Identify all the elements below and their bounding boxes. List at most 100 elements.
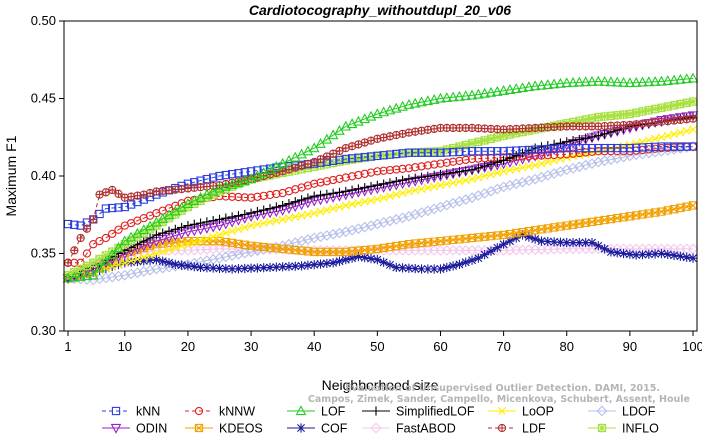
point-lof [428,93,440,104]
point-cof [322,258,332,269]
point-knnw [360,169,369,178]
point-cof [315,259,326,269]
point-ldof [548,168,560,179]
point-loop [196,236,205,245]
point-knnw [108,229,117,239]
point-knn [518,146,527,155]
point-cof [656,248,667,259]
point-cof [265,262,275,273]
legend-label: kNNW [219,405,255,419]
point-loop [556,154,565,163]
point-loop [512,164,521,173]
point-ldof [346,224,358,236]
point-loop [663,131,672,140]
point-cof [517,230,528,240]
point-inflo [480,135,490,145]
series-ldf [63,114,698,267]
legend-marker [497,423,507,433]
x-tick-label: 100 [682,339,702,354]
point-knnw [379,166,388,175]
point-loop [430,182,439,191]
point-cof [581,238,591,248]
point-simplifiedlof [391,176,401,187]
point-simplifiedlof [385,178,395,188]
point-lof [100,255,112,266]
point-cof [170,259,180,269]
point-simplifiedlof [259,205,269,215]
point-inflo [505,129,515,140]
point-simplifiedlof [480,161,490,171]
y-tick-label: 0.30 [31,323,56,338]
point-inflo [581,114,591,125]
point-simplifiedlof [416,172,427,182]
point-lof [485,86,497,97]
point-knnw [272,189,281,199]
point-knn [543,144,552,154]
point-lof [68,271,80,282]
point-knn [423,148,432,157]
point-simplifiedlof [372,180,382,190]
point-loop [183,240,192,249]
point-knn [366,152,376,161]
point-inflo [334,157,345,167]
legend-marker [295,405,307,416]
point-knn [663,142,672,151]
legend-item-odin: ODIN [102,422,167,434]
point-lof [523,81,535,92]
point-knn [215,171,224,181]
point-cof [574,238,584,248]
legend-item-simplifiedlof: SimplifiedLOF [362,405,475,419]
point-loop [398,189,407,198]
point-loop [215,230,224,239]
legend-label: kNN [136,405,160,419]
point-knn [625,143,635,153]
point-inflo [88,258,98,268]
legend-item-knn: kNN [102,405,160,419]
point-cof [366,254,376,264]
x-tick-label: 30 [244,339,258,354]
point-loop [221,229,230,238]
point-cof [379,257,389,267]
point-knnw [442,158,451,167]
point-simplifiedlof [593,131,603,141]
point-knnw [448,157,458,166]
point-loop [385,192,394,201]
point-knnw [373,167,382,176]
point-ldof [403,210,415,222]
point-lof [397,100,408,111]
point-knnw [101,233,111,243]
point-simplifiedlof [233,211,244,221]
point-loop [202,234,211,243]
point-knnw [335,174,344,183]
point-knn [682,142,691,151]
point-simplifiedlof [296,195,307,205]
point-knn [480,147,489,156]
point-loop [316,207,325,216]
point-simplifiedlof [139,236,149,246]
point-ldof [144,264,156,276]
x-axis-label: Neighborhood size [322,377,439,393]
point-cof [593,241,603,251]
point-cof [328,258,338,268]
point-ldof [504,179,516,191]
point-simplifiedlof [448,167,458,178]
point-loop [505,166,514,175]
point-lof [681,73,693,84]
chart-title: Cardiotocography_withoutdupl_20_v06 [249,2,511,18]
point-lof [611,76,623,87]
point-lof [630,76,642,87]
point-simplifiedlof [581,133,591,143]
point-inflo [492,132,502,142]
point-inflo [353,154,364,164]
point-simplifiedlof [397,175,408,185]
point-lof [510,83,522,94]
point-inflo [593,112,603,122]
point-knnw [556,150,565,159]
point-cof [606,247,616,257]
point-cof [385,260,395,270]
legend-label: LDOF [622,405,656,419]
legend-label: KDEOS [219,422,263,434]
point-simplifiedlof [600,129,610,139]
point-cof [435,264,446,274]
point-lof [649,75,661,86]
